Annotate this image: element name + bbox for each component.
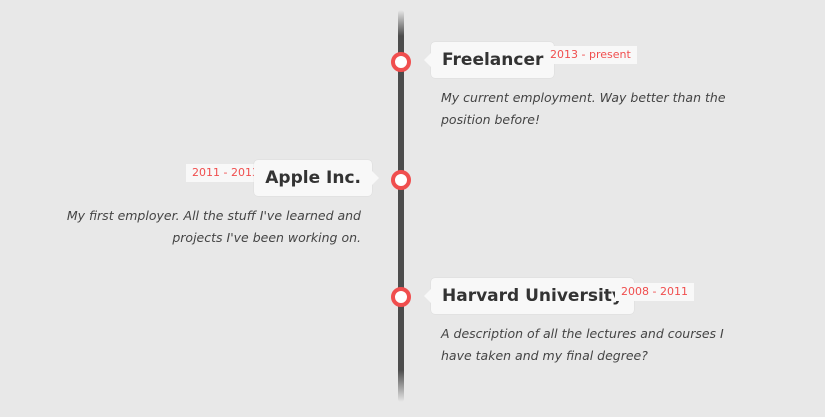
timeline-entry-period: 2011 - 2013: [186, 164, 265, 182]
timeline-entry-period: 2008 - 2011: [615, 283, 694, 301]
timeline-entry-period: 2013 - present: [544, 46, 637, 64]
timeline-entry-title: Harvard University: [424, 278, 634, 314]
timeline-entry-description: My current employment. Way better than t…: [441, 90, 726, 127]
timeline-entry-title: Apple Inc.: [254, 160, 379, 196]
timeline-line: [398, 10, 404, 402]
timeline-entry-description: A description of all the lectures and co…: [441, 326, 724, 363]
timeline-marker-icon: [391, 170, 411, 190]
timeline-entry-description: My first employer. All the stuff I've le…: [66, 208, 361, 245]
timeline-marker-icon: [391, 287, 411, 307]
timeline-entry-title: Freelancer: [423, 42, 555, 78]
timeline-marker-icon: [391, 52, 411, 72]
